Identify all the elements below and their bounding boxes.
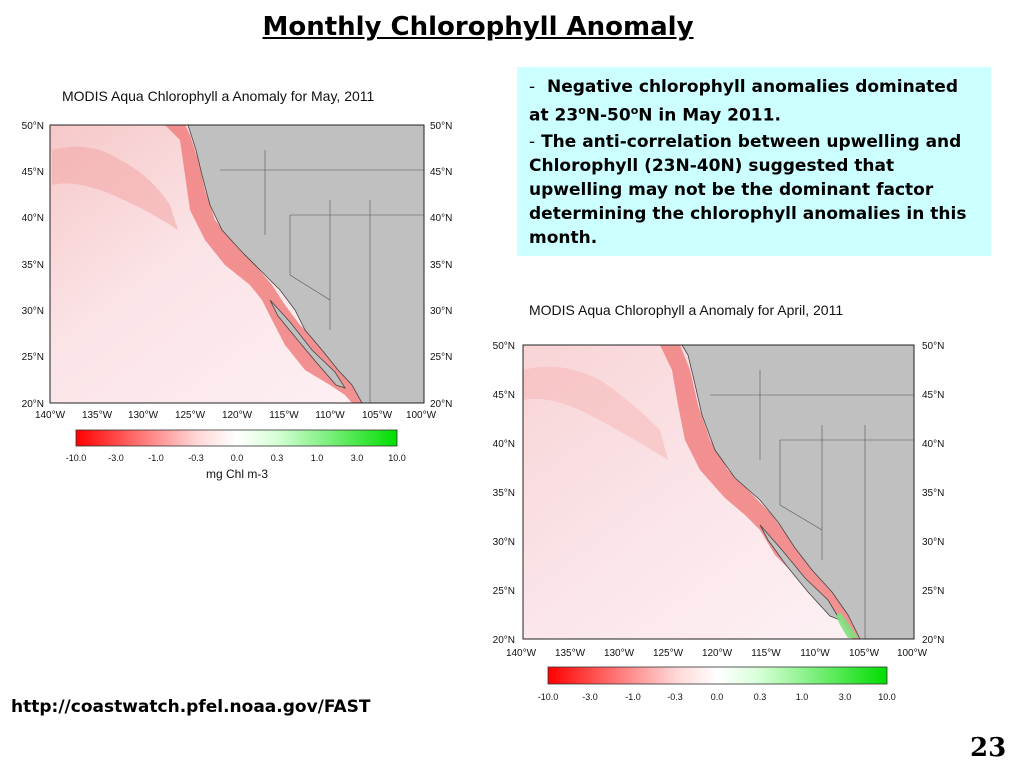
lat-tick-label: 50°N bbox=[430, 121, 452, 132]
lat-tick-label: 40°N bbox=[430, 213, 452, 224]
lat-tick-label: 20°N bbox=[430, 399, 452, 410]
lat-tick-label: 30°N bbox=[22, 306, 44, 317]
colorbar-label: -1.0 bbox=[625, 692, 641, 702]
lat-tick-label: 20°N bbox=[922, 635, 944, 646]
colorbar-label: 0.3 bbox=[271, 453, 284, 463]
lat-tick-label: 25°N bbox=[922, 586, 944, 597]
lat-axis-left: 50°N 45°N 40°N 35°N 30°N 25°N 20°N bbox=[22, 121, 44, 410]
lat-tick-label: 30°N bbox=[922, 537, 944, 548]
notes-box: - Negative chlorophyll anomalies dominat… bbox=[517, 67, 991, 256]
lat-axis-right: 50°N 45°N 40°N 35°N 30°N 25°N 20°N bbox=[922, 341, 944, 646]
lat-tick-label: 25°N bbox=[22, 352, 44, 363]
lat-tick-label: 20°N bbox=[22, 399, 44, 410]
lat-tick-label: 40°N bbox=[493, 439, 515, 450]
lat-tick-label: 40°N bbox=[922, 439, 944, 450]
lon-tick-label: 130°W bbox=[128, 410, 159, 421]
note-text: The anti-correlation between upwelling a… bbox=[529, 131, 967, 248]
lat-tick-label: 20°N bbox=[493, 635, 515, 646]
colorbar-label: 1.0 bbox=[796, 692, 809, 702]
colorbar-label: -0.3 bbox=[667, 692, 683, 702]
lat-tick-label: 35°N bbox=[22, 260, 44, 271]
colorbar-label: -10.0 bbox=[66, 453, 87, 463]
lon-tick-label: 120°W bbox=[702, 648, 733, 659]
lat-tick-label: 30°N bbox=[493, 537, 515, 548]
lon-tick-label: 125°W bbox=[653, 648, 684, 659]
note-point-2: - The anti-correlation between upwelling… bbox=[529, 130, 981, 250]
colorbar-label: -3.0 bbox=[582, 692, 598, 702]
colorbar-may: -10.0 -3.0 -1.0 -0.3 0.0 0.3 1.0 3.0 10.… bbox=[66, 429, 406, 481]
lat-axis-right: 50°N 45°N 40°N 35°N 30°N 25°N 20°N bbox=[430, 121, 452, 410]
lat-axis-left: 50°N 45°N 40°N 35°N 30°N 25°N 20°N bbox=[493, 341, 515, 646]
lon-tick-label: 125°W bbox=[175, 410, 206, 421]
lat-tick-label: 45°N bbox=[922, 390, 944, 401]
lat-tick-label: 35°N bbox=[493, 488, 515, 499]
units-label: mg Chl m-3 bbox=[206, 467, 268, 481]
lon-axis: 140°W 135°W 130°W 125°W 120°W 115°W 110°… bbox=[506, 648, 928, 659]
slide-title: Monthly Chlorophyll Anomaly bbox=[262, 12, 694, 42]
lat-tick-label: 35°N bbox=[922, 488, 944, 499]
colorbar-april: -10.0 -3.0 -1.0 -0.3 0.0 0.3 1.0 3.0 10.… bbox=[538, 666, 896, 702]
lon-tick-label: 105°W bbox=[849, 648, 880, 659]
lon-tick-label: 120°W bbox=[222, 410, 253, 421]
page-number: 23 bbox=[970, 733, 1007, 763]
colorbar-label: 3.0 bbox=[839, 692, 852, 702]
colorbar-label: -10.0 bbox=[538, 692, 559, 702]
note-text: N in May 2011. bbox=[638, 105, 781, 126]
lon-tick-label: 135°W bbox=[555, 648, 586, 659]
degree-sup: o bbox=[578, 104, 586, 117]
lon-tick-label: 110°W bbox=[315, 410, 345, 421]
colorbar-label: -1.0 bbox=[148, 453, 164, 463]
lat-tick-label: 40°N bbox=[22, 213, 44, 224]
lat-tick-label: 45°N bbox=[22, 167, 44, 178]
lon-tick-label: 110°W bbox=[800, 648, 830, 659]
colorbar-label: 10.0 bbox=[388, 453, 406, 463]
colorbar-label: 0.0 bbox=[711, 692, 724, 702]
lat-tick-label: 25°N bbox=[430, 352, 452, 363]
map-plot-area bbox=[49, 124, 425, 404]
note-point-1: - Negative chlorophyll anomalies dominat… bbox=[529, 75, 981, 128]
colorbar-label: -3.0 bbox=[108, 453, 124, 463]
degree-sup: o bbox=[630, 104, 639, 117]
lon-tick-label: 105°W bbox=[362, 410, 393, 421]
lat-tick-label: 45°N bbox=[493, 390, 515, 401]
lon-tick-label: 100°W bbox=[897, 648, 928, 659]
lat-tick-label: 30°N bbox=[430, 306, 452, 317]
source-url: http://coastwatch.pfel.noaa.gov/FAST bbox=[11, 697, 371, 717]
map-title-april: MODIS Aqua Chlorophyll a Anomaly for Apr… bbox=[529, 302, 844, 318]
note-text: N-50 bbox=[585, 105, 631, 126]
colorbar-label: 1.0 bbox=[311, 453, 324, 463]
colorbar-label: 10.0 bbox=[878, 692, 896, 702]
bullet-dash: - bbox=[529, 77, 536, 97]
lat-tick-label: 25°N bbox=[493, 586, 515, 597]
colorbar-label: -0.3 bbox=[188, 453, 204, 463]
map-title-may: MODIS Aqua Chlorophyll a Anomaly for May… bbox=[62, 88, 375, 104]
lon-tick-label: 115°W bbox=[751, 648, 781, 659]
bullet-dash: - bbox=[529, 131, 536, 152]
map-plot-area bbox=[522, 344, 915, 640]
lon-axis: 140°W 135°W 130°W 125°W 120°W 115°W 110°… bbox=[35, 410, 437, 421]
lon-tick-label: 100°W bbox=[406, 410, 437, 421]
colorbar-label: 3.0 bbox=[351, 453, 364, 463]
lon-tick-label: 140°W bbox=[35, 410, 66, 421]
lon-tick-label: 140°W bbox=[506, 648, 537, 659]
lon-tick-label: 115°W bbox=[269, 410, 299, 421]
lat-tick-label: 50°N bbox=[922, 341, 944, 352]
lon-tick-label: 135°W bbox=[82, 410, 113, 421]
lat-tick-label: 45°N bbox=[430, 167, 452, 178]
note-text: Negative chlorophyll anomalies dominated… bbox=[529, 77, 958, 126]
colorbar-label: 0.0 bbox=[231, 453, 244, 463]
lat-tick-label: 50°N bbox=[22, 121, 44, 132]
lat-tick-label: 50°N bbox=[493, 341, 515, 352]
lon-tick-label: 130°W bbox=[604, 648, 635, 659]
lat-tick-label: 35°N bbox=[430, 260, 452, 271]
colorbar-label: 0.3 bbox=[754, 692, 767, 702]
